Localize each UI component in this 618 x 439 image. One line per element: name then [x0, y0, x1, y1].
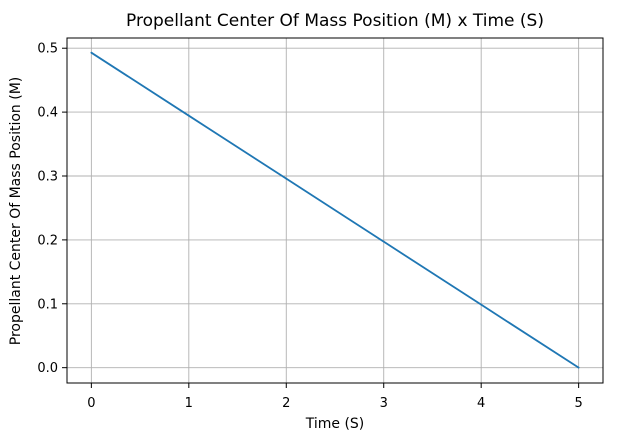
chart-title: Propellant Center Of Mass Position (M) x…	[126, 11, 544, 31]
y-axis-ticks: 0.0 0.1 0.2 0.3 0.4 0.5	[37, 42, 67, 376]
series-line	[90, 51, 580, 369]
data-point	[285, 177, 288, 180]
y-axis-label: Propellant Center Of Mass Position (M)	[8, 77, 24, 346]
x-tick-label: 5	[574, 396, 582, 411]
x-tick-label: 2	[282, 396, 290, 411]
data-point	[382, 240, 385, 243]
y-tick-label: 0.1	[37, 297, 58, 312]
grid-lines	[67, 38, 603, 383]
data-point	[90, 51, 93, 54]
data-point	[480, 303, 483, 306]
y-tick-label: 0.0	[37, 361, 58, 376]
series-layer	[90, 51, 580, 369]
y-tick-label: 0.5	[37, 42, 58, 57]
x-axis-label: Time (S)	[305, 416, 365, 432]
x-tick-label: 4	[477, 396, 485, 411]
x-tick-label: 0	[87, 396, 95, 411]
x-axis-ticks: 0 1 2 3 4 5	[87, 383, 583, 411]
y-tick-label: 0.2	[37, 233, 58, 248]
x-tick-label: 1	[185, 396, 193, 411]
plot-frame	[66, 37, 604, 384]
data-point	[577, 366, 580, 369]
y-tick-label: 0.3	[37, 170, 58, 185]
y-tick-label: 0.4	[37, 106, 58, 121]
data-point	[187, 114, 190, 117]
x-tick-label: 3	[380, 396, 388, 411]
